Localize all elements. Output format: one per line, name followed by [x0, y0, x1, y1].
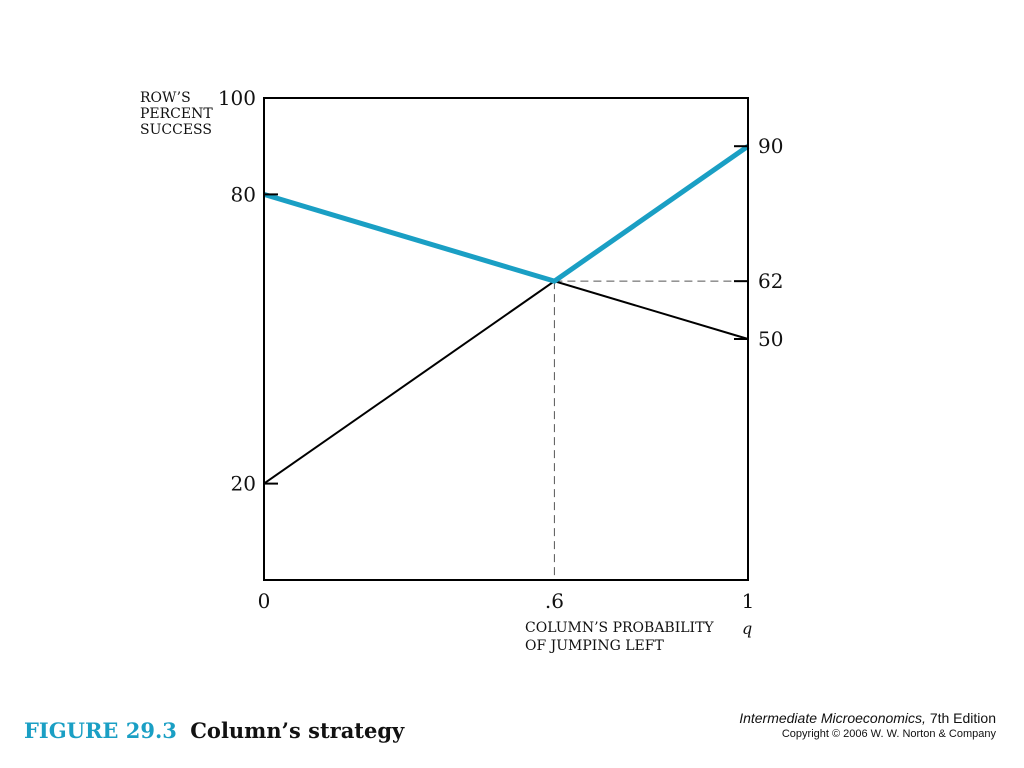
x-tick-label: .6	[545, 589, 564, 613]
tick-marks	[264, 145, 748, 485]
y-axis-label-line: PERCENT	[140, 106, 213, 122]
y-tick-label-left: 100	[218, 86, 256, 110]
x-axis-label-line: COLUMN’S PROBABILITY	[525, 620, 714, 636]
y-tick-label-right: 62	[758, 269, 783, 293]
series-lines	[263, 144, 750, 485]
y-axis-label: ROW’S PERCENT SUCCESS	[140, 90, 213, 138]
publisher-credit: Intermediate Microeconomics, 7th Edition…	[739, 710, 996, 740]
y-tick-label-left: 20	[231, 472, 256, 496]
y-axis-label-line: SUCCESS	[140, 122, 212, 138]
best-response-line	[263, 144, 750, 284]
figure-caption: FIGURE 29.3 Column’s strategy	[24, 718, 404, 743]
y-tick-label-right: 50	[758, 327, 783, 351]
book-line: Intermediate Microeconomics, 7th Edition	[739, 710, 996, 726]
tick-labels: 100 80 20 90 62 50 0 .6 1	[218, 86, 784, 613]
y-tick-label-left: 80	[231, 182, 256, 206]
x-tick-label: 1	[742, 589, 755, 613]
figure-number: FIGURE 29.3	[24, 718, 177, 743]
book-title: Intermediate Microeconomics,	[739, 710, 926, 726]
x-tick-label: 0	[258, 589, 271, 613]
y-tick-label-right: 90	[758, 134, 783, 158]
copyright: Copyright © 2006 W. W. Norton & Company	[781, 728, 996, 740]
book-edition: 7th Edition	[925, 710, 996, 726]
plot-frame	[263, 97, 749, 581]
x-axis-label: COLUMN’S PROBABILITY OF JUMPING LEFT	[525, 619, 714, 655]
figure-title: Column’s strategy	[190, 718, 405, 743]
x-axis-label-line: OF JUMPING LEFT	[525, 638, 664, 654]
y-axis-label-line: ROW’S	[140, 90, 191, 106]
reference-lines	[553, 280, 748, 580]
x-variable-symbol: q	[742, 619, 753, 638]
